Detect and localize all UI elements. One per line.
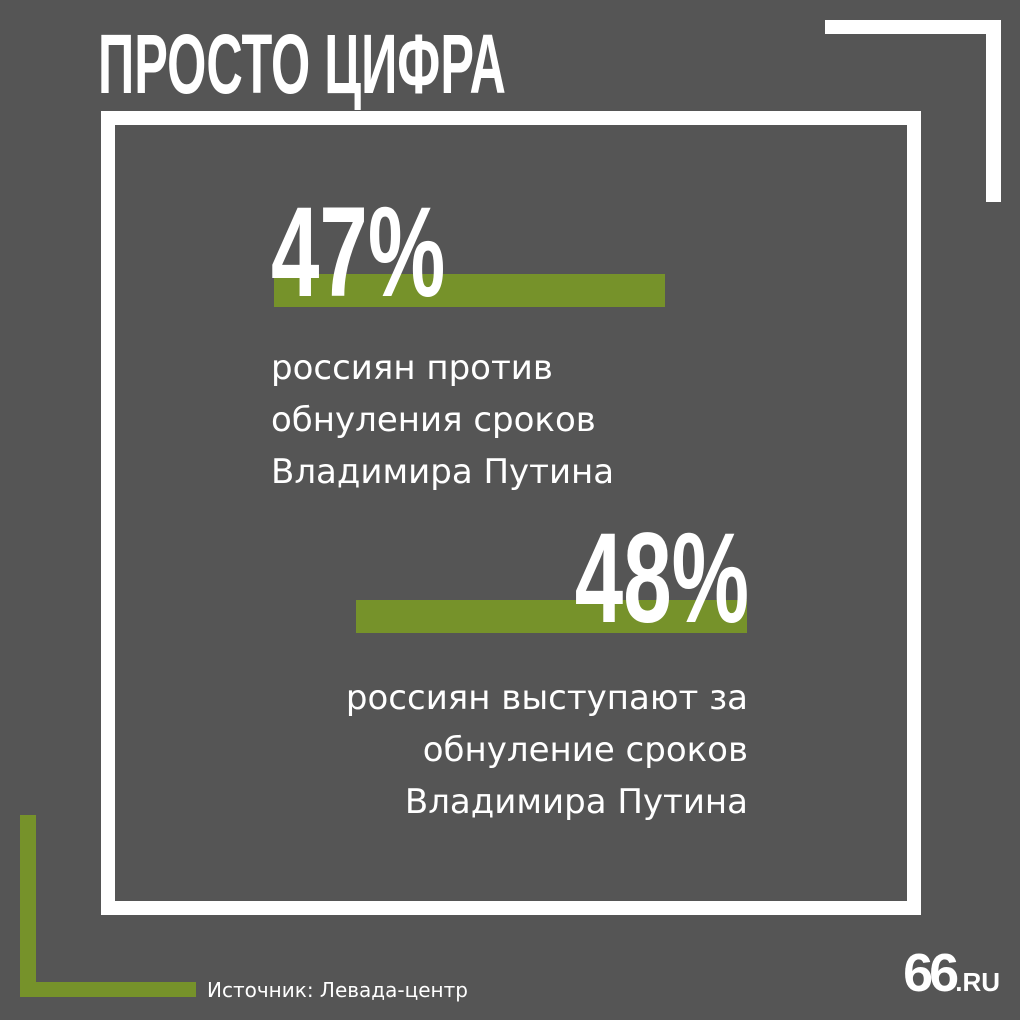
stat-1-value: 47% (271, 181, 446, 324)
source-caption: Источник: Левада-центр (207, 978, 468, 1002)
stat-1-description-line: россиян против (271, 348, 553, 388)
stat-2-description-line: Владимира Путина (404, 782, 748, 822)
stat-2-accent-bar (356, 600, 747, 633)
stat-2-value: 48% (574, 507, 749, 650)
main-frame (101, 111, 921, 915)
page-title: ПРОСТО ЦИФРА (98, 17, 506, 111)
stat-2-description: россиян выступают за обнуление сроков Вл… (330, 672, 748, 828)
corner-decoration-top-right-vertical (986, 20, 1001, 202)
logo-domain: .RU (955, 967, 1000, 997)
stat-2-description-line: россиян выступают за (345, 678, 748, 718)
logo-number: 66 (903, 943, 959, 1003)
corner-decoration-bottom-left-vertical (20, 815, 36, 997)
corner-decoration-top-right-horizontal (825, 20, 1001, 34)
stat-1-description: россиян против обнуления сроков Владимир… (271, 342, 691, 498)
site-logo: 66.RU (903, 946, 1000, 1007)
stat-1-description-line: обнуления сроков (271, 400, 596, 440)
corner-decoration-bottom-left-horizontal (20, 982, 196, 997)
stat-1-description-line: Владимира Путина (271, 452, 615, 492)
stat-2-description-line: обнуление сроков (422, 730, 748, 770)
stat-1-accent-bar (274, 274, 665, 307)
